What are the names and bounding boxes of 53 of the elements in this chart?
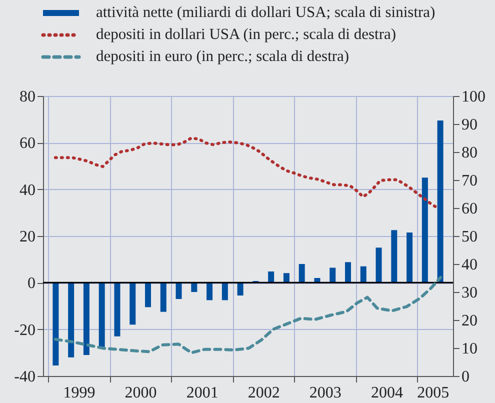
bar <box>330 268 336 283</box>
bar <box>360 266 366 283</box>
y2-tick-label: 0 <box>462 368 470 386</box>
bar <box>283 273 290 283</box>
x-tick-label: 2002 <box>248 384 280 402</box>
bar <box>422 178 428 283</box>
y-tick-label: -40 <box>14 368 36 386</box>
y2-tick-label: 40 <box>462 256 478 274</box>
bar <box>206 282 213 300</box>
bar <box>176 282 182 299</box>
y2-tick-label: 20 <box>462 312 478 330</box>
bar <box>52 282 59 366</box>
bar <box>114 282 120 336</box>
bar <box>345 262 351 283</box>
y2-tick-label: 70 <box>462 172 478 190</box>
bar <box>437 120 444 283</box>
y2-tick-label: 100 <box>462 88 486 106</box>
line-series <box>54 276 442 354</box>
y2-tick-label: 80 <box>462 144 478 162</box>
y-tick-label: 0 <box>28 275 36 292</box>
y-tick-label: 40 <box>20 182 36 199</box>
bar <box>83 282 90 355</box>
x-tick-label: 2003 <box>309 384 342 402</box>
y-tick-label: 80 <box>20 88 36 106</box>
x-tick-label: 1999 <box>63 384 96 402</box>
line-series <box>54 136 440 210</box>
bar <box>237 282 244 296</box>
bar <box>268 271 274 283</box>
bar <box>376 248 382 283</box>
y-tick-label: -20 <box>14 322 36 339</box>
bar <box>98 282 105 347</box>
y-tick-label: 20 <box>20 228 36 246</box>
bar <box>130 282 136 325</box>
legend-label: attività nette (miliardi di dollari USA; scala di sinistra) <box>96 3 436 23</box>
x-tick-label: 2004 <box>370 384 403 402</box>
y2-tick-label: 90 <box>462 116 478 134</box>
x-tick-label: 2001 <box>186 384 218 402</box>
legend-label: depositi in dollari USA (in perc.; scala di destra) <box>96 25 396 45</box>
bar <box>145 282 151 308</box>
x-tick-label: 2000 <box>124 384 157 402</box>
bar <box>68 282 74 358</box>
legend-label: depositi in euro (in perc.; scala di destra) <box>96 47 350 67</box>
y-tick-label: 60 <box>20 135 36 152</box>
y2-tick-label: 50 <box>462 228 478 246</box>
y2-tick-label: 60 <box>462 200 478 218</box>
bar <box>391 230 398 283</box>
bar <box>406 232 413 283</box>
x-tick-label: 2005 <box>417 384 450 402</box>
bar <box>298 264 305 283</box>
bar <box>222 282 228 300</box>
y2-tick-label: 30 <box>462 284 478 302</box>
bar <box>160 282 166 312</box>
y2-tick-label: 10 <box>462 340 478 358</box>
